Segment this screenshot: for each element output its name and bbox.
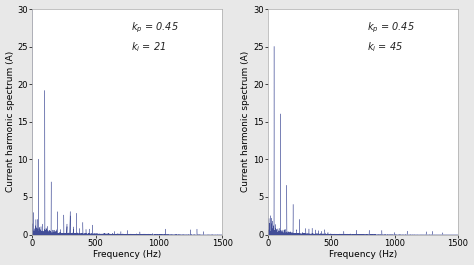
X-axis label: Frequency (Hz): Frequency (Hz)	[93, 250, 161, 259]
Y-axis label: Current harmonic spectrum (A): Current harmonic spectrum (A)	[6, 51, 15, 192]
X-axis label: Frequency (Hz): Frequency (Hz)	[328, 250, 397, 259]
Y-axis label: Current harmonic spectrum (A): Current harmonic spectrum (A)	[241, 51, 250, 192]
Text: $k_p$ = 0.45
$k_i$ = 21: $k_p$ = 0.45 $k_i$ = 21	[131, 20, 179, 54]
Text: $k_p$ = 0.45
$k_i$ = 45: $k_p$ = 0.45 $k_i$ = 45	[367, 20, 414, 54]
